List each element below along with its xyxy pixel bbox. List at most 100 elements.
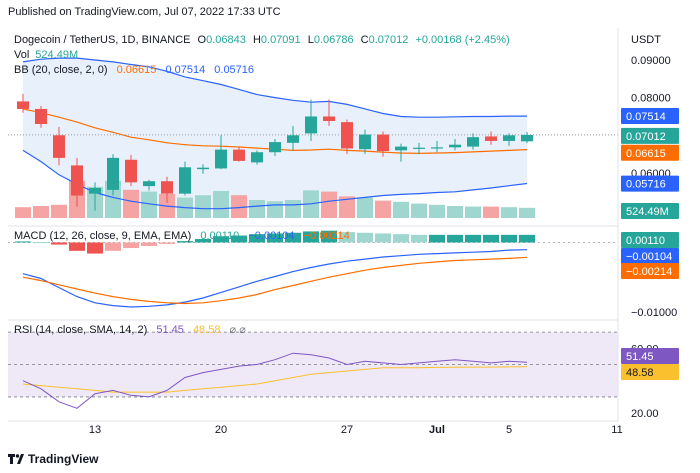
macd-histogram-bar bbox=[411, 234, 427, 243]
tag-macd-hist bbox=[621, 232, 679, 248]
tag-macd bbox=[621, 248, 679, 264]
candle-body bbox=[485, 136, 497, 141]
volume-bar bbox=[249, 200, 265, 218]
volume-bar bbox=[51, 204, 67, 218]
macd-histogram-bar bbox=[483, 234, 499, 243]
macd-histogram-bar bbox=[501, 234, 517, 243]
candle-body bbox=[89, 188, 101, 194]
volume-bar bbox=[357, 197, 373, 218]
last-value-tags: 0.07514 0.07012 0.06615 0.05716 524.49M 0.001… bbox=[621, 107, 679, 380]
tag-macd-text: −0.00104 bbox=[626, 251, 672, 263]
macd-histogram-bar bbox=[177, 241, 193, 243]
volume-bar bbox=[123, 189, 139, 218]
macd-histogram-bar bbox=[519, 234, 535, 243]
candle-body bbox=[287, 135, 299, 143]
time-axis[interactable]: 13 20 27 Jul 5 11 bbox=[8, 28, 623, 436]
volume-bar bbox=[339, 196, 355, 218]
volume-bar bbox=[411, 203, 427, 218]
candle-body bbox=[413, 147, 425, 149]
macd-histogram-bar bbox=[393, 234, 409, 243]
macd-histogram-bar bbox=[465, 234, 481, 243]
macd-histogram-bar bbox=[51, 242, 67, 245]
tag-bb-upper-text: 0.07514 bbox=[626, 111, 666, 123]
candle-body bbox=[467, 137, 479, 147]
tag-volume bbox=[621, 203, 679, 219]
candle-body bbox=[125, 159, 137, 183]
macd-histogram-bar bbox=[195, 239, 211, 243]
tag-bb-lower-text: 0.05716 bbox=[626, 179, 666, 191]
tag-rsi-sma bbox=[621, 364, 679, 380]
svg-text:Dogecoin / TetherUS, 1D, BINAN: Dogecoin / TetherUS, 1D, BINANCE O0.0684… bbox=[14, 34, 510, 46]
rsi-band bbox=[8, 332, 618, 397]
tag-close-text: 0.07012 bbox=[626, 131, 666, 143]
volume-bar bbox=[447, 206, 463, 218]
tag-bb-basis-text: 0.06615 bbox=[626, 148, 666, 160]
bb-lower-line bbox=[22, 149, 528, 210]
price-pane[interactable] bbox=[8, 57, 618, 321]
bb-upper-line bbox=[22, 57, 527, 118]
macd-histogram-bar bbox=[303, 231, 319, 243]
candle-body bbox=[377, 134, 389, 152]
candle-body bbox=[521, 134, 533, 142]
svg-text:RSI (14, close, SMA, 14, 2): RSI (14, close, SMA, 14, 2) 51.45 48.58 … bbox=[14, 324, 246, 336]
macd-line bbox=[22, 249, 528, 308]
rsi-tick-label: 20.00 bbox=[631, 408, 659, 420]
macd-histogram-bar bbox=[105, 242, 121, 251]
candle-body bbox=[17, 101, 29, 109]
tag-bb-basis bbox=[621, 144, 679, 161]
macd-histogram-bar bbox=[285, 232, 301, 243]
rsi-pane[interactable] bbox=[8, 331, 618, 409]
macd-histogram-bar bbox=[321, 230, 337, 243]
tag-rsi bbox=[621, 348, 679, 364]
time-tick-label: 13 bbox=[89, 424, 101, 436]
macd-histogram-bar bbox=[123, 242, 139, 249]
price-tick-label: 0.09000 bbox=[631, 55, 671, 67]
volume-bar bbox=[15, 207, 31, 218]
candle-body bbox=[71, 165, 83, 196]
svg-text:MACD (12, 26, close, 9, EMA, E: MACD (12, 26, close, 9, EMA, EMA) 0.0011… bbox=[14, 230, 350, 242]
macd-histogram-bar bbox=[357, 232, 373, 243]
volume-bar bbox=[231, 195, 247, 218]
candle-body bbox=[179, 167, 191, 194]
time-tick-label: 5 bbox=[506, 424, 512, 436]
volume-bar bbox=[501, 207, 517, 218]
svg-text:BB (20, close, 2, 0) 0.0: BB (20, close, 2, 0) 0.06615 0.07514 0.0… bbox=[14, 64, 254, 76]
macd-histogram-bar bbox=[267, 233, 283, 243]
macd-histogram-bar bbox=[69, 242, 85, 251]
candle-body bbox=[395, 146, 407, 151]
volume-bar bbox=[105, 180, 121, 218]
candle-body bbox=[503, 135, 515, 141]
tag-bb-lower bbox=[621, 175, 679, 192]
main-legend: Dogecoin / TetherUS, 1D, BINANCE O0.0684… bbox=[14, 34, 510, 76]
candle-body bbox=[269, 142, 281, 153]
volume-bar bbox=[519, 207, 535, 218]
macd-histogram-bar bbox=[15, 241, 31, 243]
time-tick-label: 20 bbox=[215, 424, 227, 436]
macd-pane[interactable] bbox=[8, 230, 618, 308]
currency-label: USDT bbox=[631, 34, 661, 46]
candle-body bbox=[53, 135, 65, 158]
time-tick-label: Jul bbox=[429, 424, 445, 436]
macd-tick-label: −0.01000 bbox=[631, 307, 677, 319]
volume-bar bbox=[285, 200, 301, 218]
candle-body bbox=[359, 134, 371, 150]
macd-histogram-bar bbox=[249, 234, 265, 243]
tag-macd-signal bbox=[621, 263, 679, 279]
candle-body bbox=[449, 144, 461, 148]
volume-bar bbox=[33, 206, 49, 218]
bb-band-fill bbox=[23, 58, 527, 209]
candle-body bbox=[431, 147, 443, 149]
volume-bar bbox=[213, 191, 229, 218]
tag-rsi-sma-text: 48.58 bbox=[626, 367, 654, 379]
tag-bb-upper bbox=[621, 107, 679, 124]
volume-bar bbox=[267, 201, 283, 218]
macd-histogram-bar bbox=[447, 234, 463, 243]
tag-close bbox=[621, 127, 679, 144]
macd-histogram-bar bbox=[87, 242, 103, 254]
tradingview-logo-icon bbox=[8, 453, 24, 465]
footer-brand-label: TradingView bbox=[28, 452, 99, 466]
volume-bar bbox=[429, 204, 445, 218]
tag-volume-text: 524.49M bbox=[626, 206, 669, 218]
